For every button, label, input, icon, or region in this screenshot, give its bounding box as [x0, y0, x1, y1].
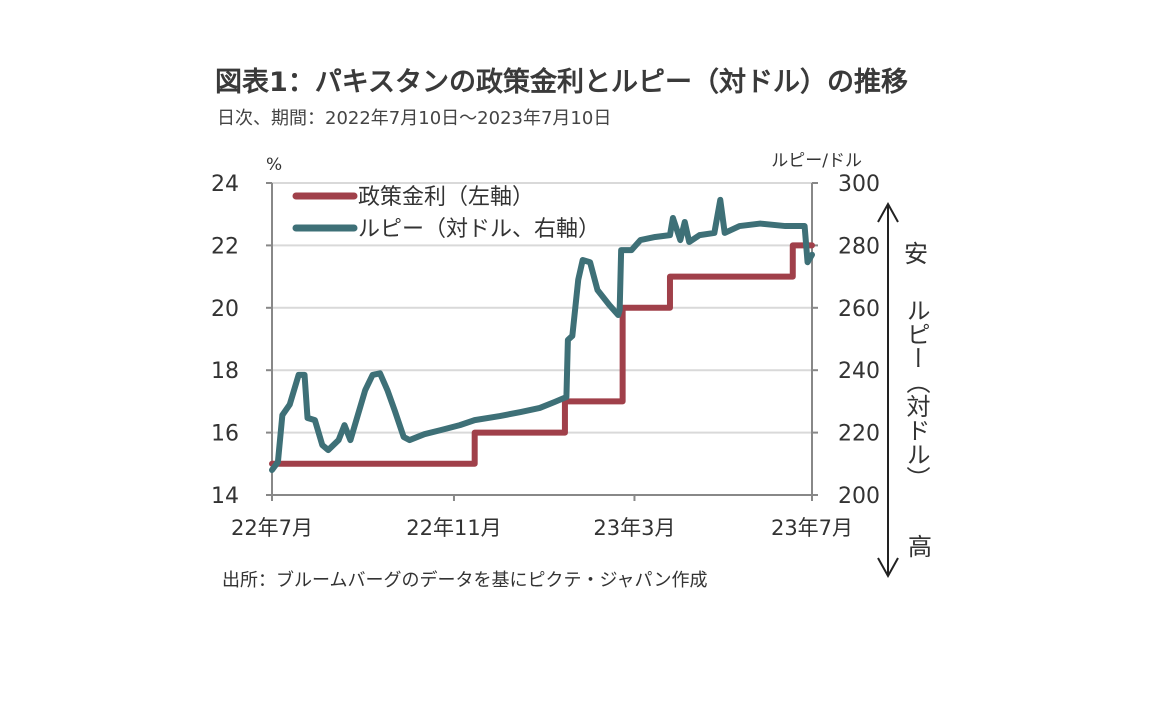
- legend-label: 政策金利（左軸）: [358, 185, 534, 210]
- right-tick-label: 200: [838, 484, 880, 509]
- annotation-weak: 高: [908, 533, 932, 561]
- series-line-rupee: [269, 196, 815, 474]
- left-tick-label: 16: [211, 422, 239, 447]
- right-tick-label: 300: [838, 172, 880, 197]
- left-tick-label: 14: [211, 484, 239, 509]
- x-tick-label: 23年7月: [771, 516, 853, 540]
- arrow-up-icon: [877, 201, 899, 223]
- chart-subtitle: 日次、期間：2022年7月10日～2023年7月10日: [217, 108, 612, 129]
- chart-title: 図表1：パキスタンの政策金利とルピー（対ドル）の推移: [215, 67, 908, 98]
- left-axis-unit: %: [266, 155, 282, 175]
- arrow-down-icon: [877, 557, 899, 579]
- right-tick-label: 280: [838, 234, 880, 259]
- x-tick-label: 22年7月: [231, 516, 313, 540]
- left-tick-label: 18: [211, 359, 239, 384]
- x-tick-label: 23年3月: [593, 516, 675, 540]
- legend-label: ルピー（対ドル、右軸）: [358, 217, 600, 242]
- left-tick-label: 22: [211, 234, 239, 259]
- right-tick-label: 240: [838, 359, 880, 384]
- source-note: 出所：ブルームバーグのデータを基にピクテ・ジャパン作成: [222, 570, 708, 591]
- annotation-strong: 安: [904, 240, 928, 268]
- left-tick-label: 24: [211, 172, 239, 197]
- left-tick-label: 20: [211, 297, 239, 322]
- right-tick-label: 260: [838, 297, 880, 322]
- right-axis-unit: ルピー/ドル: [771, 151, 862, 171]
- series-line-policy-rate: [269, 242, 815, 467]
- x-tick-label: 22年11月: [406, 516, 501, 540]
- annotation-label: ルピー（対ドル）: [902, 298, 930, 490]
- right-tick-label: 220: [838, 422, 880, 447]
